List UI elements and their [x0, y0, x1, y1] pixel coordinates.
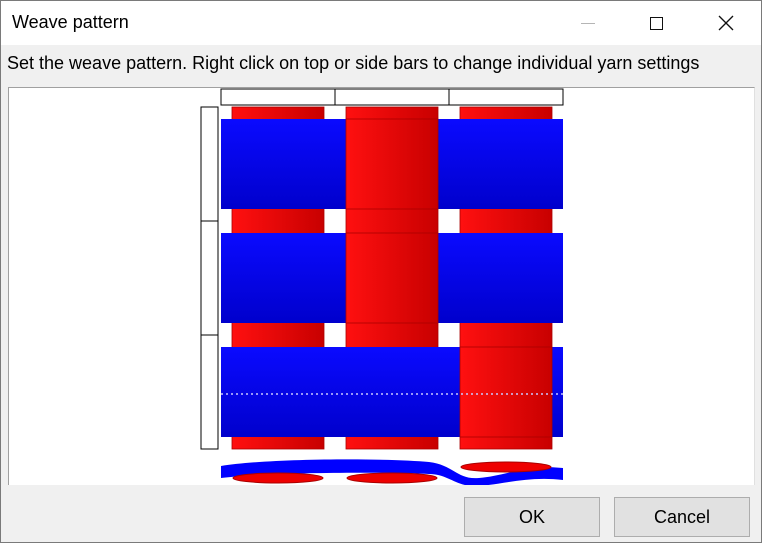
dialog-title: Weave pattern: [12, 12, 129, 32]
instruction-text: Set the weave pattern. Right click on to…: [7, 53, 700, 73]
warp-cross-section-3: [460, 461, 552, 473]
maximize-button[interactable]: [633, 1, 679, 45]
close-icon: [718, 15, 734, 31]
warp-float-r3-c3[interactable]: [459, 346, 553, 438]
maximize-icon: [649, 16, 663, 30]
warp-yarn-bar-1[interactable]: [220, 88, 336, 106]
warp-yarn-bar-2[interactable]: [334, 88, 450, 106]
weave-canvas[interactable]: [8, 87, 755, 485]
minimize-button[interactable]: [565, 1, 611, 45]
weft-cross-section: [221, 459, 563, 485]
weave-cross-section: [221, 459, 563, 485]
ok-button[interactable]: OK: [464, 497, 600, 537]
warp-float-r2-c2[interactable]: [345, 232, 439, 324]
title-bar: Weave pattern: [1, 1, 761, 45]
warp-cross-section-1: [232, 472, 324, 484]
warp-cross-section-2: [346, 472, 438, 484]
weft-yarn-bar-1[interactable]: [200, 106, 219, 222]
warp-float-r1-c2[interactable]: [345, 118, 439, 210]
cancel-button[interactable]: Cancel: [614, 497, 750, 537]
weft-yarn-bar-2[interactable]: [200, 220, 219, 336]
minimize-icon: [581, 22, 595, 24]
warp-yarn-bar-3[interactable]: [448, 88, 564, 106]
weave-diagram[interactable]: [9, 88, 755, 485]
weft-yarn-bar-3[interactable]: [200, 334, 219, 450]
close-button[interactable]: [703, 1, 749, 45]
